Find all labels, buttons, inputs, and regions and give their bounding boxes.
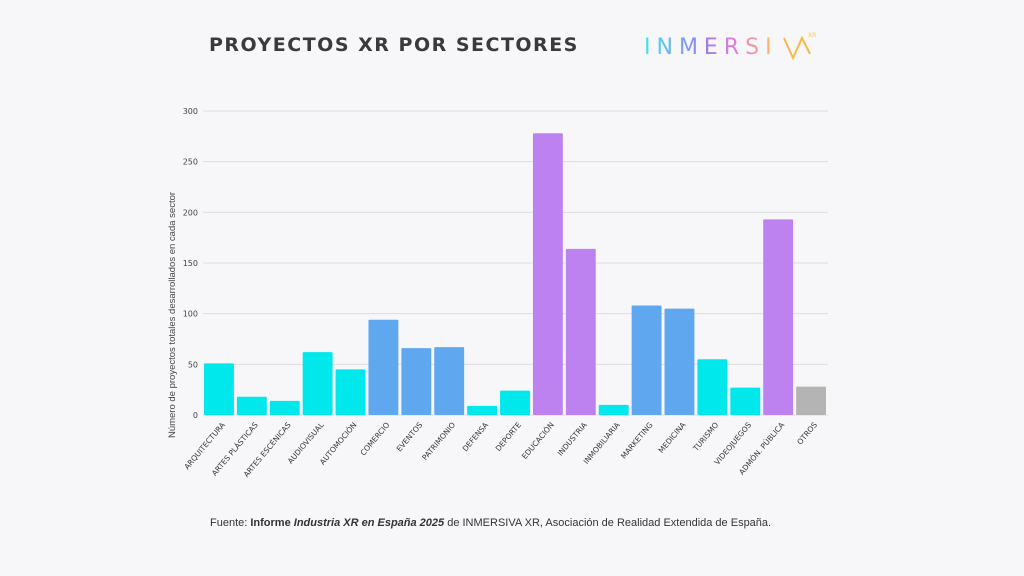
report-title: Industria XR en España 2025: [293, 517, 445, 529]
bar: [269, 400, 300, 415]
bar: [697, 359, 728, 415]
svg-text:INMERSI: INMERSI: [644, 35, 778, 60]
bar: [302, 352, 333, 415]
y-tick-label: 250: [183, 158, 198, 167]
y-tick-label: 100: [183, 310, 198, 319]
chart-title: PROYECTOS XR POR SECTORES: [209, 34, 579, 56]
bar: [631, 305, 662, 415]
y-tick-label: 200: [183, 208, 198, 217]
x-tick-label: MARKETING: [619, 420, 655, 460]
svg-text:XR: XR: [808, 32, 816, 39]
y-tick-label: 0: [193, 411, 198, 420]
bar: [467, 405, 498, 415]
inmersiva-logo: INMERSI XR: [644, 32, 816, 61]
source-bold: Informe: [250, 517, 294, 529]
bar: [368, 319, 399, 415]
x-tick-label: OTROS: [795, 420, 819, 446]
x-tick-label: INDUSTRIA: [556, 420, 590, 458]
bar: [500, 390, 530, 415]
source-prefix: Fuente:: [210, 517, 251, 529]
y-tick-label: 150: [183, 259, 198, 268]
source-rest: de INMERSIVA XR, Asociación de Realidad …: [444, 517, 772, 529]
bar: [204, 363, 234, 415]
x-tick-label: MEDICINA: [657, 420, 688, 455]
bar: [598, 404, 629, 415]
bar: [565, 248, 596, 415]
x-tick-label: DEPORTE: [494, 420, 524, 453]
bar: [532, 133, 563, 415]
x-tick-label: COMERCIO: [358, 420, 391, 457]
x-tick-label: EVENTOS: [395, 420, 425, 453]
bar: [236, 396, 267, 415]
bar: [730, 387, 761, 415]
bar: [335, 369, 366, 415]
x-tick-label: TURISMO: [691, 420, 721, 453]
y-tick-label: 50: [188, 360, 198, 369]
bar: [796, 386, 826, 415]
bar: [664, 308, 695, 415]
source-note: Fuente: Informe Industria XR en España 2…: [210, 517, 771, 529]
bar: [401, 348, 432, 415]
x-tick-label: DEFENSA: [461, 420, 491, 453]
y-axis-label: Número de proyectos totales desarrollado…: [167, 192, 178, 438]
x-tick-label: EDUCACIÓN: [520, 421, 556, 461]
y-tick-label: 300: [183, 107, 198, 116]
bar: [763, 219, 794, 415]
bar: [434, 347, 465, 415]
x-tick-label: PATRIMONIO: [420, 420, 457, 462]
